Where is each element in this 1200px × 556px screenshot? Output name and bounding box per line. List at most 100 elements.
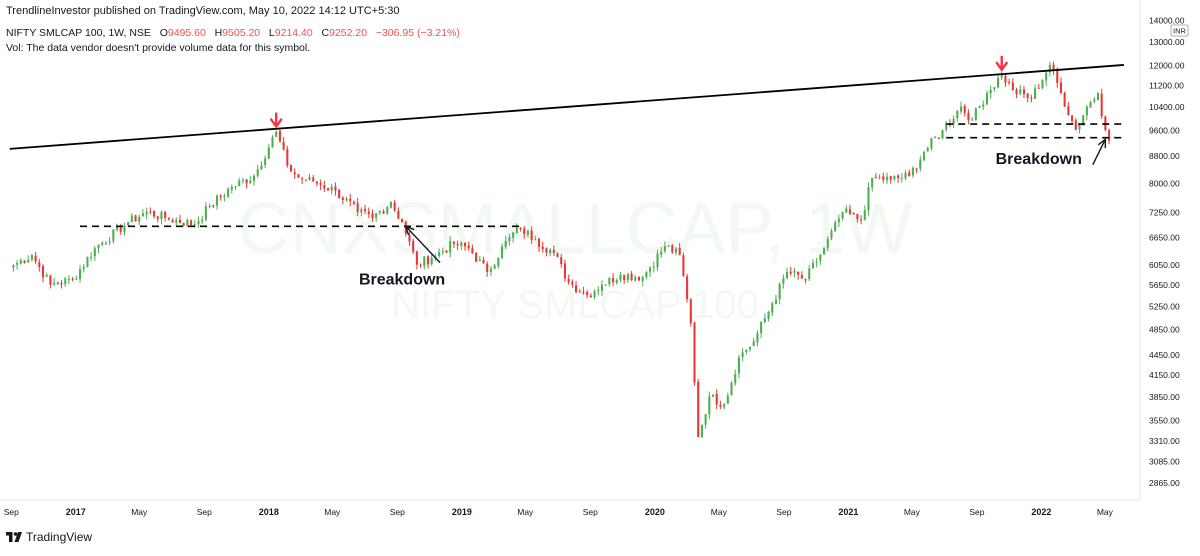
candle-up [741,347,744,362]
candle-down [1011,78,1014,91]
candle-body [774,299,777,305]
price-tick-label: 12000.00 [1149,60,1185,70]
arrow-head [995,61,1008,72]
candle-up [626,272,629,283]
candle-down [319,179,322,191]
candle-down [612,273,615,287]
candle-up [834,220,837,232]
candle-body [112,229,115,242]
candle-down [1074,118,1077,131]
candle-body [649,267,652,272]
time-tick-label: 2020 [645,507,665,517]
candle-body [608,277,611,285]
candle-body [863,210,866,220]
candle-body [1074,120,1077,131]
candle-up [837,214,840,227]
candle-down [908,169,911,177]
candle-body [315,181,318,184]
candle-body [149,211,152,213]
candle-body [993,87,996,90]
candle-up [460,241,463,251]
watermark-name-text: NIFTY SMLCAP 100 [391,283,759,327]
candle-down [1071,114,1074,125]
candle-body [378,211,381,213]
candle-body [860,219,863,221]
price-tick-label: 4150.00 [1149,370,1180,380]
candle-up [652,261,655,273]
candle-up [982,100,985,111]
candle-down [419,263,422,268]
candle-up [449,236,452,258]
symbol-watermark: CNXSMALLCAP, 1W NIFTY SMLCAP 100 [238,189,913,327]
currency-label: INR [1173,27,1187,36]
candle-down [364,204,367,215]
candle-down [352,200,355,206]
candle-body [878,176,881,179]
candle-up [745,348,748,355]
candle-up [934,135,937,139]
candle-body [1063,92,1066,107]
candle-down [41,264,45,283]
candle-up [1045,71,1048,86]
candle-down [882,172,885,184]
candle-body [1059,82,1063,93]
candle-body [486,263,489,273]
candle-up [774,294,777,305]
candle-up [763,313,766,323]
price-tick-label: 11200.00 [1149,81,1184,91]
candle-body [441,251,444,253]
candle-up [711,394,715,398]
candle-down [323,180,326,192]
price-tick-label: 3310.00 [1149,436,1180,446]
candle-body [167,217,170,220]
tradingview-footer[interactable]: TradingView [6,530,92,544]
candle-up [996,74,1000,89]
candle-up [893,175,896,182]
candle-body [915,168,918,170]
candle-down [586,289,589,299]
candle-up [911,166,914,178]
candle-up [175,217,178,226]
candle-down [426,255,430,269]
candle-body [1045,72,1048,81]
candle-body [689,299,692,324]
candle-body [267,147,270,159]
currency-badge [1170,24,1189,37]
candle-body [471,248,474,254]
candle-down [571,279,574,288]
candle-body [956,111,959,119]
breakdown-arrow-head [1097,137,1107,149]
candle-body [667,245,670,247]
candle-up [645,271,648,280]
candle-body [12,264,15,268]
candle-body [430,257,433,265]
candle-up [808,264,811,281]
candle-body [1100,93,1103,117]
candle-down [456,240,459,251]
candle-up [45,272,48,278]
candle-up [900,173,903,183]
price-axis[interactable]: 14000.00 13000.00 12000.00 11200.00 10400.00… [1139,0,1189,500]
candle-up [1089,100,1092,109]
time-axis[interactable]: Sep 2017 May Sep 2018 May Sep 2019 May Sep 2020 May… [0,499,1140,517]
candle-body [911,167,914,176]
time-tick-label: 2019 [452,507,472,517]
candle-up [19,258,22,265]
candle-up [86,256,89,268]
candle-body [415,251,418,265]
candle-body [1085,106,1088,116]
candle-body [497,258,500,266]
breakdown-arrow-line [405,225,441,264]
candle-body [937,137,940,139]
candle-body [526,230,529,235]
candle-body [371,213,374,219]
candle-body [449,241,452,253]
candle-up [378,210,381,216]
candle-body [982,104,985,107]
price-tick-label: 6050.00 [1149,260,1180,270]
time-tick-label: May [131,507,148,517]
candle-up [608,277,611,287]
candle-body [1030,98,1033,100]
candle-body [308,177,311,181]
